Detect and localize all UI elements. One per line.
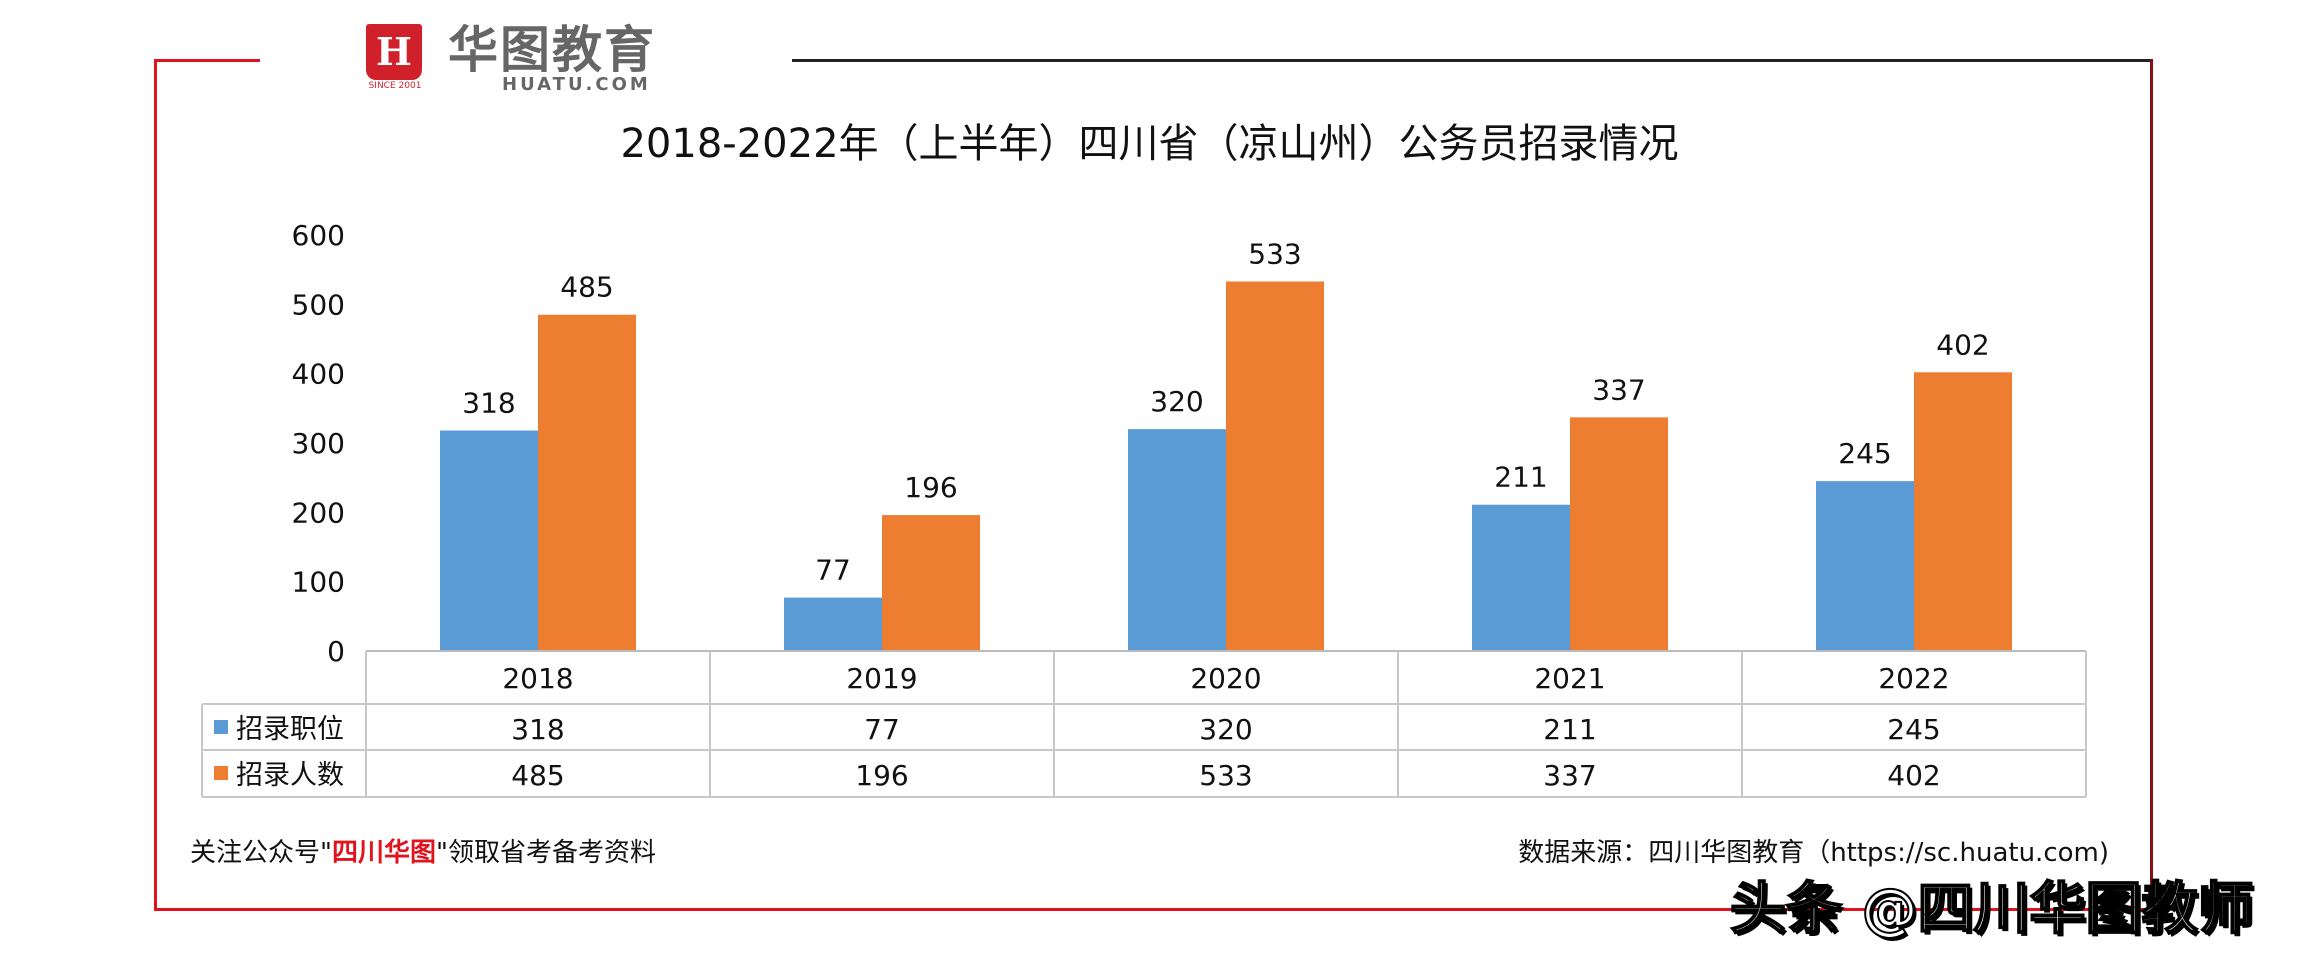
data-label: 196 bbox=[904, 471, 957, 504]
y-tick-label: 400 bbox=[292, 358, 345, 391]
data-label: 318 bbox=[462, 387, 515, 420]
frame-top-right-line bbox=[792, 59, 2152, 62]
table-cell: 211 bbox=[1543, 713, 1596, 746]
footer-source: 数据来源：四川华图教育（https://sc.huatu.com) bbox=[1518, 838, 2109, 868]
y-tick-label: 300 bbox=[292, 427, 345, 460]
data-label: 485 bbox=[560, 271, 613, 304]
frame-top-left-line bbox=[155, 59, 260, 62]
bar-2021-1 bbox=[1570, 417, 1668, 651]
table-cell: 245 bbox=[1887, 713, 1940, 746]
table-cell: 533 bbox=[1199, 759, 1252, 792]
y-tick-label: 100 bbox=[292, 566, 345, 599]
x-tick-label: 2020 bbox=[1190, 662, 1261, 695]
bar-2020-1 bbox=[1226, 281, 1324, 651]
data-label: 245 bbox=[1838, 437, 1891, 470]
x-tick-label: 2022 bbox=[1878, 662, 1949, 695]
footer-left-red: 四川华图 bbox=[331, 838, 436, 868]
huatu-logo: H SINCE 2001 华图教育 HUATU.COM bbox=[362, 21, 682, 95]
bar-2021-0 bbox=[1472, 504, 1570, 651]
footer-left: 关注公众号"四川华图"领取省考备考资料 bbox=[190, 838, 656, 869]
table-cell: 320 bbox=[1199, 713, 1252, 746]
bar-2022-0 bbox=[1816, 481, 1914, 651]
frame-right-line bbox=[2150, 59, 2153, 911]
chart-title: 2018-2022年（上半年）四川省（凉山州）公务员招录情况 bbox=[620, 121, 1679, 167]
data-label: 337 bbox=[1592, 373, 1645, 406]
x-tick-label: 2021 bbox=[1534, 662, 1605, 695]
bar-2018-1 bbox=[538, 314, 636, 651]
bar-2019-1 bbox=[882, 515, 980, 651]
bar-2019-0 bbox=[784, 597, 882, 651]
bar-2018-0 bbox=[440, 430, 538, 651]
table-cell: 77 bbox=[864, 713, 900, 746]
y-tick-label: 200 bbox=[292, 496, 345, 529]
y-tick-label: 0 bbox=[327, 635, 345, 668]
legend-swatch bbox=[214, 766, 228, 780]
y-tick-label: 500 bbox=[292, 288, 345, 321]
frame-bottom-line bbox=[154, 908, 2153, 911]
table-cell: 337 bbox=[1543, 759, 1596, 792]
table-cell: 402 bbox=[1887, 759, 1940, 792]
y-tick-label: 600 bbox=[292, 219, 345, 252]
toutiao-watermark: 头条 @四川华图教师 bbox=[1729, 877, 2254, 942]
data-label: 211 bbox=[1494, 461, 1547, 494]
x-tick-label: 2019 bbox=[846, 662, 917, 695]
data-label: 320 bbox=[1150, 385, 1203, 418]
data-label: 77 bbox=[815, 554, 851, 587]
frame-left-line bbox=[154, 59, 157, 911]
legend-label: 招录职位 bbox=[236, 714, 344, 745]
footer-left-pre: 关注公众号" bbox=[190, 838, 332, 868]
logo-cn: 华图教育 bbox=[448, 21, 656, 79]
footer-left-post: "领取省考备考资料 bbox=[435, 838, 656, 868]
table-cell: 196 bbox=[855, 759, 908, 792]
legend-swatch bbox=[214, 720, 228, 734]
logo-mark: H bbox=[366, 24, 422, 80]
table-cell: 318 bbox=[511, 713, 564, 746]
x-tick-label: 2018 bbox=[502, 662, 573, 695]
table-cell: 485 bbox=[511, 759, 564, 792]
bar-2022-1 bbox=[1914, 372, 2012, 651]
data-label: 402 bbox=[1936, 328, 1989, 361]
logo-en: HUATU.COM bbox=[502, 74, 651, 95]
logo-since: SINCE 2001 bbox=[368, 81, 422, 91]
legend-label: 招录人数 bbox=[236, 760, 344, 791]
bar-2020-0 bbox=[1128, 429, 1226, 651]
data-label: 533 bbox=[1248, 237, 1301, 270]
